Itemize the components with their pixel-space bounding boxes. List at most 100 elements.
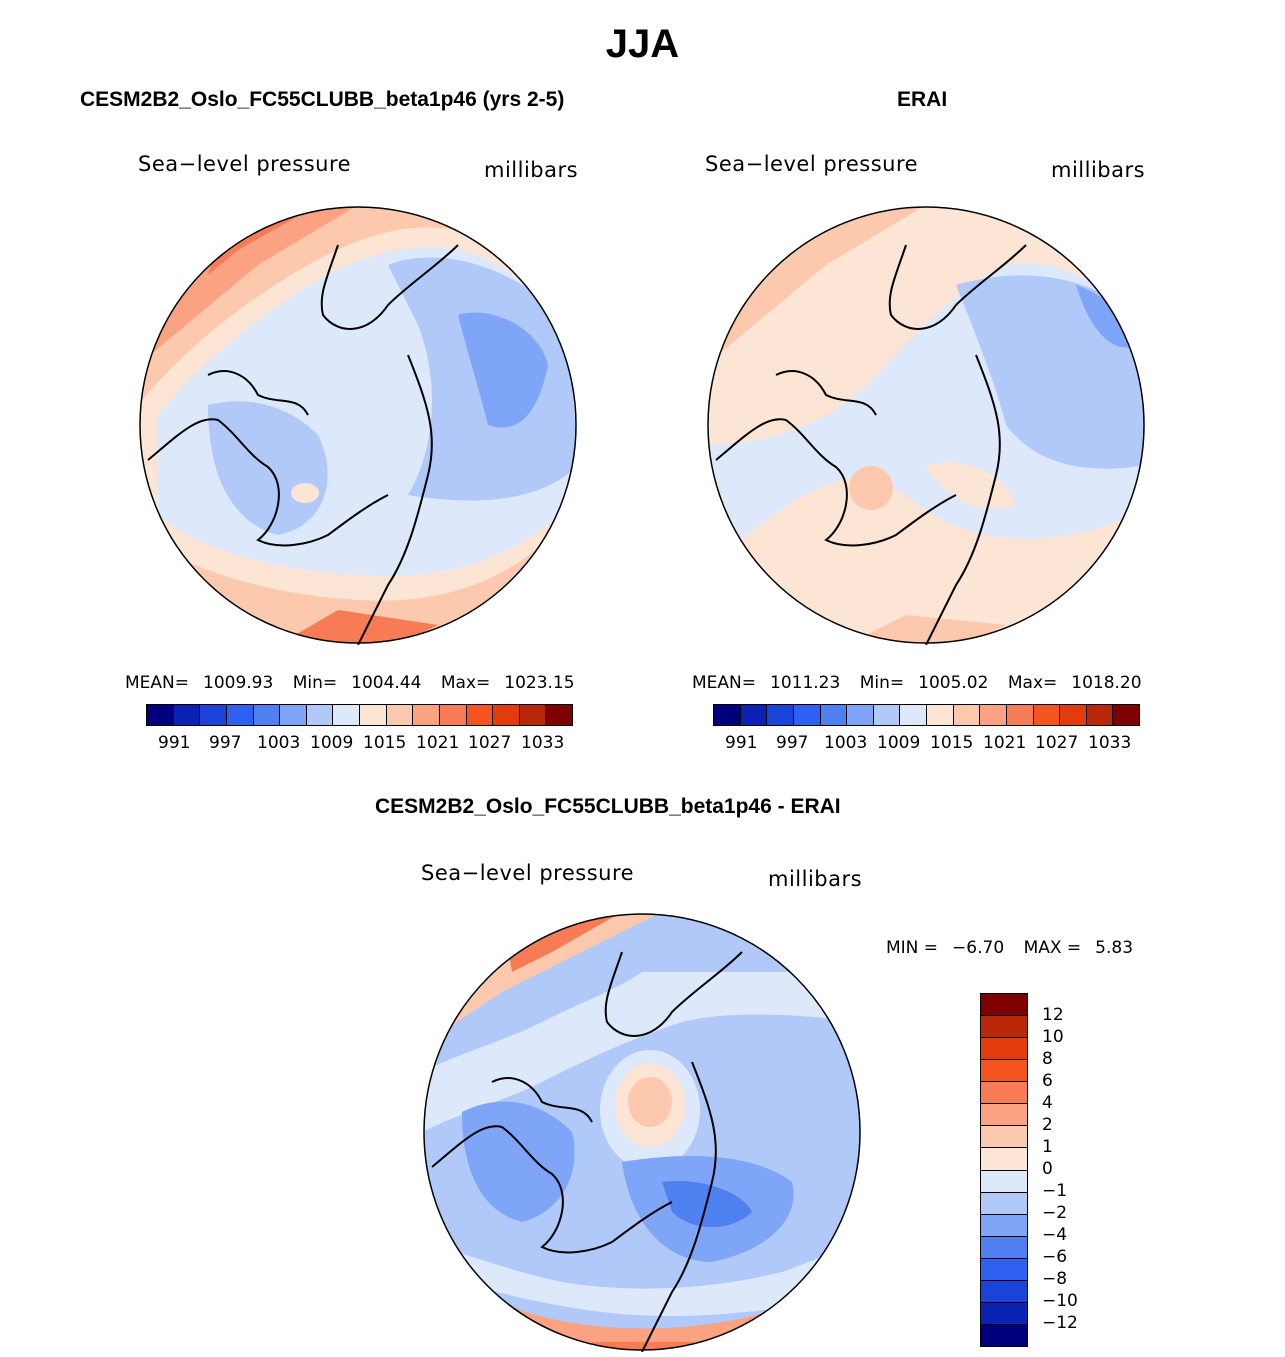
obs-colorbar-swatch: [1086, 705, 1114, 725]
diff-colorbar-swatch: [981, 1126, 1027, 1149]
obs-max-value: 1018.20: [1071, 673, 1142, 693]
diff-map-field-lowlat: [424, 1242, 860, 1316]
model-stats: MEAN= 1009.93 Min= 1004.44 Max= 1023.15: [125, 673, 589, 693]
obs-mean-value: 1011.23: [770, 673, 841, 693]
model-colorbar-swatch: [386, 705, 414, 725]
diff-colorbar-label: 8: [1042, 1049, 1053, 1069]
model-max-label: Max=: [440, 673, 491, 693]
model-colorbar-swatch: [493, 705, 520, 725]
diff-colorbar: [980, 993, 1028, 1347]
diff-colorbar-label: 10: [1042, 1027, 1064, 1047]
model-colorbar-swatch: [333, 705, 360, 725]
diff-map-field-neutral: [424, 972, 860, 1132]
model-max-value: 1023.15: [504, 673, 575, 693]
obs-colorbar-swatch: [900, 705, 927, 725]
model-colorbar-label: 991: [158, 733, 191, 753]
obs-colorbar-swatch: [793, 705, 821, 725]
model-colorbar-swatch: [147, 705, 174, 725]
model-mean-value: 1009.93: [203, 673, 274, 693]
diff-units-label: millibars: [768, 867, 863, 891]
diff-panel-title: CESM2B2_Oslo_FC55CLUBB_beta1p46 - ERAI: [375, 795, 841, 818]
diff-coastlines: [431, 951, 743, 1352]
model-colorbar-label: 1015: [363, 733, 407, 753]
diff-map-field-pole-max: [628, 1077, 672, 1127]
diff-colorbar-label: 1: [1042, 1137, 1053, 1157]
obs-colorbar-swatch: [740, 705, 768, 725]
obs-colorbar-swatch: [953, 705, 981, 725]
diff-polar-map: [423, 913, 861, 1352]
model-colorbar-swatch: [253, 705, 281, 725]
diff-colorbar-swatch: [981, 1148, 1027, 1171]
obs-colorbar-label: 991: [725, 733, 758, 753]
model-map-border: [139, 206, 577, 644]
obs-colorbar-label: 1021: [983, 733, 1027, 753]
diff-stats: MIN = −6.70 MAX = 5.83: [886, 938, 1147, 958]
obs-colorbar-label: 1027: [1035, 733, 1079, 753]
diff-map-field-canada-neg: [462, 1101, 575, 1222]
obs-map-border: [707, 206, 1145, 644]
obs-colorbar-swatch: [820, 705, 848, 725]
diff-colorbar-swatch: [981, 1324, 1027, 1346]
model-colorbar-label: 1033: [521, 733, 565, 753]
diff-colorbar-swatch: [981, 994, 1027, 1017]
model-units-label: millibars: [484, 158, 579, 182]
model-colorbar-label: 1027: [468, 733, 512, 753]
obs-colorbar: [713, 704, 1140, 726]
obs-colorbar-swatch: [1033, 705, 1061, 725]
obs-colorbar-swatch: [980, 705, 1007, 725]
model-map-field-greenland-high: [291, 483, 319, 503]
obs-colorbar-swatch: [1006, 705, 1034, 725]
diff-colorbar-swatch: [981, 1258, 1027, 1281]
diff-colorbar-swatch: [981, 1214, 1027, 1237]
diff-min-value: −6.70: [952, 938, 1005, 958]
obs-colorbar-label: 1033: [1088, 733, 1132, 753]
diff-max-label: MAX =: [1023, 938, 1082, 958]
obs-stats: MEAN= 1011.23 Min= 1005.02 Max= 1018.20: [692, 673, 1156, 693]
diff-colorbar-swatch: [981, 1280, 1027, 1303]
model-colorbar-swatch: [519, 705, 547, 725]
diff-colorbar-swatch: [981, 1082, 1027, 1105]
diff-colorbar-label: 2: [1042, 1115, 1053, 1135]
model-colorbar-swatch: [306, 705, 334, 725]
obs-colorbar-swatch: [1113, 705, 1139, 725]
diff-colorbar-swatch: [981, 1016, 1027, 1039]
model-colorbar-swatch: [280, 705, 307, 725]
obs-map-field-arctic-high: [926, 462, 1016, 509]
obs-colorbar-swatch: [873, 705, 901, 725]
diff-max-value: 5.83: [1095, 938, 1134, 958]
obs-colorbar-swatch: [927, 705, 954, 725]
obs-units-label: millibars: [1051, 158, 1146, 182]
obs-map-field-greenland-high: [849, 466, 893, 510]
diff-colorbar-label: −6: [1042, 1247, 1068, 1267]
model-colorbar-swatch: [466, 705, 494, 725]
obs-mean-label: MEAN=: [692, 673, 756, 693]
model-min-value: 1004.44: [351, 673, 422, 693]
obs-colorbar-label: 1003: [824, 733, 868, 753]
diff-colorbar-label: −1: [1042, 1181, 1068, 1201]
diff-colorbar-swatch: [981, 1236, 1027, 1259]
diff-variable-label: Sea−level pressure: [421, 861, 635, 885]
diff-colorbar-swatch: [981, 1060, 1027, 1083]
diff-colorbar-swatch: [981, 1104, 1027, 1127]
model-colorbar-swatch: [360, 705, 387, 725]
model-mean-label: MEAN=: [125, 673, 189, 693]
model-colorbar-swatch: [173, 705, 201, 725]
diff-colorbar-swatch: [981, 1302, 1027, 1325]
obs-colorbar-swatch: [847, 705, 874, 725]
obs-colorbar-swatch: [714, 705, 741, 725]
diff-colorbar-label: 0: [1042, 1159, 1053, 1179]
diff-colorbar-label: −10: [1042, 1291, 1078, 1311]
model-map-field-pacific-min: [458, 312, 548, 428]
obs-variable-label: Sea−level pressure: [705, 152, 919, 176]
obs-min-value: 1005.02: [918, 673, 989, 693]
model-panel-title: CESM2B2_Oslo_FC55CLUBB_beta1p46 (yrs 2-5…: [80, 88, 565, 111]
obs-polar-map: [707, 206, 1145, 645]
main-title: JJA: [605, 22, 680, 66]
model-colorbar-swatch: [226, 705, 254, 725]
diff-colorbar-label: 6: [1042, 1071, 1053, 1091]
diff-colorbar-label: −8: [1042, 1269, 1068, 1289]
model-colorbar-swatch: [413, 705, 440, 725]
diff-colorbar-label: −2: [1042, 1203, 1068, 1223]
model-colorbar-swatch: [439, 705, 467, 725]
obs-coastlines: [715, 244, 1027, 645]
